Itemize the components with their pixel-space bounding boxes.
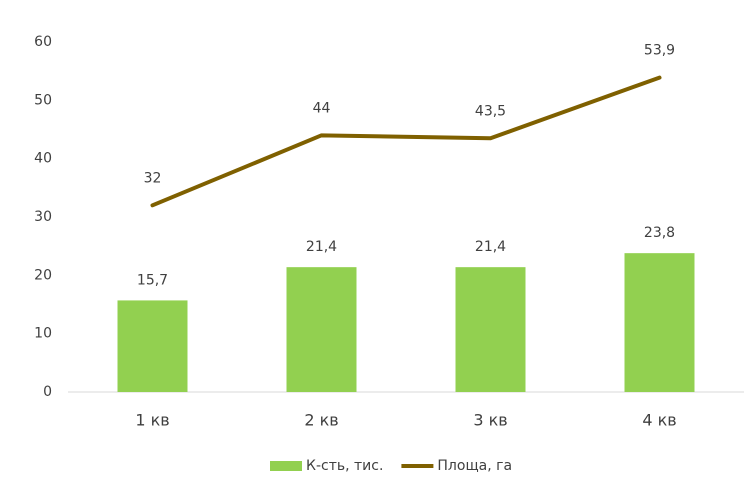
- y-tick-label: 60: [34, 34, 52, 50]
- x-tick-label: 2 кв: [304, 411, 338, 430]
- data-label: 21,4: [306, 239, 337, 255]
- bar: [455, 267, 526, 392]
- data-label: 53,9: [644, 43, 675, 59]
- bar: [117, 300, 188, 392]
- y-tick-label: 20: [34, 267, 52, 283]
- y-tick-label: 50: [34, 92, 52, 108]
- legend-label: Площа, га: [437, 458, 512, 474]
- y-tick-label: 40: [34, 151, 52, 167]
- data-label: 15,7: [137, 272, 168, 288]
- data-label: 23,8: [644, 225, 675, 241]
- data-label: 32: [144, 170, 162, 186]
- data-label: 44: [313, 100, 331, 116]
- legend-label: К-сть, тис.: [306, 458, 383, 474]
- y-tick-label: 0: [43, 384, 52, 400]
- line: [150, 75, 662, 208]
- data-label: 43,5: [475, 103, 506, 119]
- bar: [286, 267, 357, 392]
- x-tick-label: 1 кв: [135, 411, 169, 430]
- data-label: 21,4: [475, 239, 506, 255]
- y-tick-label: 30: [34, 209, 52, 225]
- bar: [624, 253, 695, 392]
- legend-swatch: [270, 461, 302, 471]
- y-tick-label: 10: [34, 326, 52, 342]
- x-tick-label: 4 кв: [642, 411, 676, 430]
- x-tick-label: 3 кв: [473, 411, 507, 430]
